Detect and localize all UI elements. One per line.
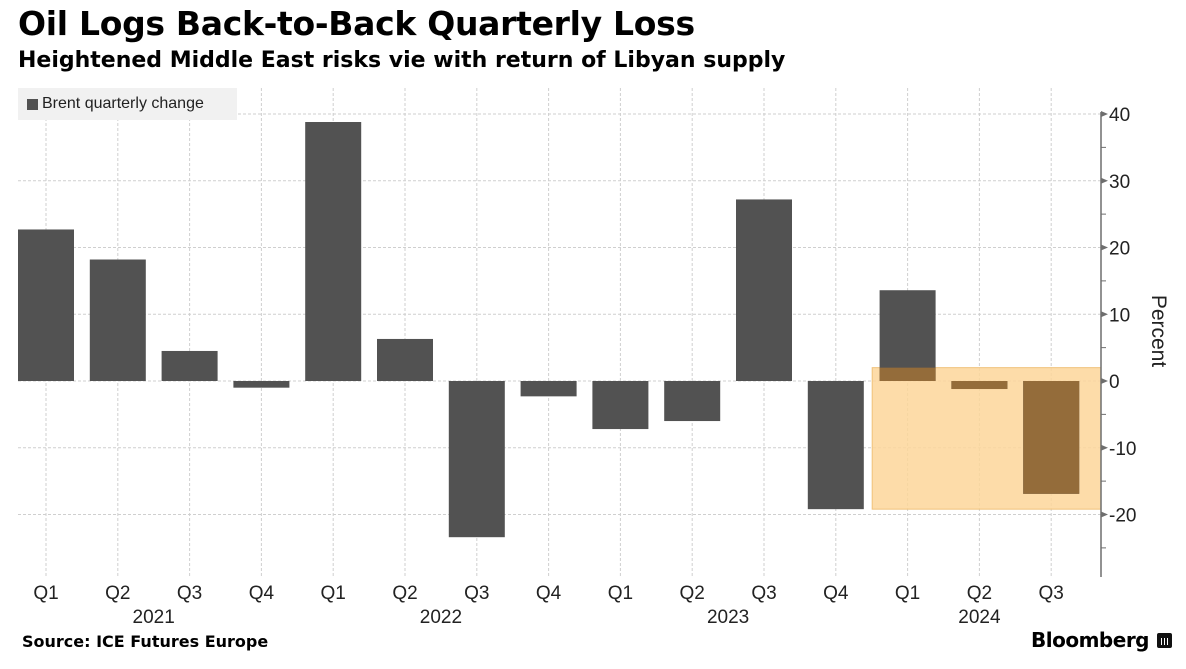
- bar: [377, 338, 433, 381]
- x-tick-label: Q4: [249, 583, 275, 604]
- bar: [18, 229, 74, 381]
- y-tick-label: 20: [1109, 239, 1130, 260]
- x-year-label: 2024: [958, 607, 1001, 628]
- y-tick-label: 0: [1109, 372, 1120, 393]
- bar: [736, 199, 792, 381]
- brand-name: Bloomberg: [1031, 628, 1149, 652]
- y-major-tick: [1101, 378, 1108, 384]
- x-tick-label: Q4: [823, 583, 849, 604]
- y-tick-label: 10: [1109, 305, 1130, 326]
- bar: [520, 381, 577, 397]
- x-year-label: 2023: [707, 607, 749, 628]
- x-tick-label: Q3: [751, 583, 776, 604]
- y-major-tick: [1101, 244, 1108, 251]
- legend-label: Brent quarterly change: [42, 95, 204, 112]
- x-tick-label: Q3: [1039, 583, 1064, 604]
- bar: [879, 290, 936, 381]
- bar: [807, 381, 864, 510]
- bar: [161, 350, 218, 381]
- bar-highlighted-portion: [1023, 381, 1080, 494]
- x-tick-label: Q2: [967, 583, 992, 604]
- x-tick-label: Q1: [321, 583, 346, 604]
- y-tick-label: -20: [1109, 506, 1136, 527]
- y-major-tick: [1101, 111, 1108, 117]
- bar: [664, 381, 721, 422]
- bar: [592, 381, 649, 430]
- chart-title: Oil Logs Back-to-Back Quarterly Loss: [18, 4, 695, 43]
- y-tick-label: 30: [1109, 172, 1130, 193]
- y-tick-label: -10: [1109, 439, 1136, 460]
- y-major-tick: [1101, 511, 1108, 518]
- legend: Brent quarterly change: [18, 88, 237, 120]
- x-tick-label: Q1: [608, 583, 633, 604]
- bar: [305, 122, 362, 381]
- x-tick-label: Q2: [392, 583, 417, 604]
- y-major-tick: [1101, 177, 1108, 184]
- bar: [233, 381, 290, 388]
- chart-subtitle: Heightened Middle East risks vie with re…: [18, 48, 786, 73]
- brand-logo: Bloomberg: [1031, 628, 1172, 652]
- bloomberg-chart-icon: [1157, 632, 1172, 648]
- x-tick-label: Q4: [536, 583, 562, 604]
- x-tick-label: Q1: [33, 583, 58, 604]
- y-axis: 40 30 20 10 0 -10 -20: [1100, 105, 1136, 577]
- x-tick-label: Q3: [464, 583, 489, 604]
- bar: [448, 381, 505, 538]
- x-year-label: 2022: [420, 607, 462, 628]
- x-tick-label: Q2: [680, 583, 705, 604]
- y-axis-title: Percent: [1147, 295, 1170, 368]
- y-tick-label: 40: [1109, 105, 1130, 126]
- y-major-tick: [1101, 311, 1108, 318]
- x-tick-label: Q1: [895, 583, 920, 604]
- bar-highlighted-portion: [951, 381, 1008, 390]
- bar-highlighted-portion: [879, 367, 936, 381]
- x-tick-label: Q2: [105, 583, 130, 604]
- legend-swatch: [27, 98, 38, 110]
- x-year-label: 2021: [133, 607, 175, 628]
- x-tick-label: Q3: [177, 583, 202, 604]
- bar: [89, 259, 146, 381]
- source-note: Source: ICE Futures Europe: [22, 632, 269, 651]
- y-major-tick: [1101, 444, 1108, 451]
- bars: [18, 122, 1080, 538]
